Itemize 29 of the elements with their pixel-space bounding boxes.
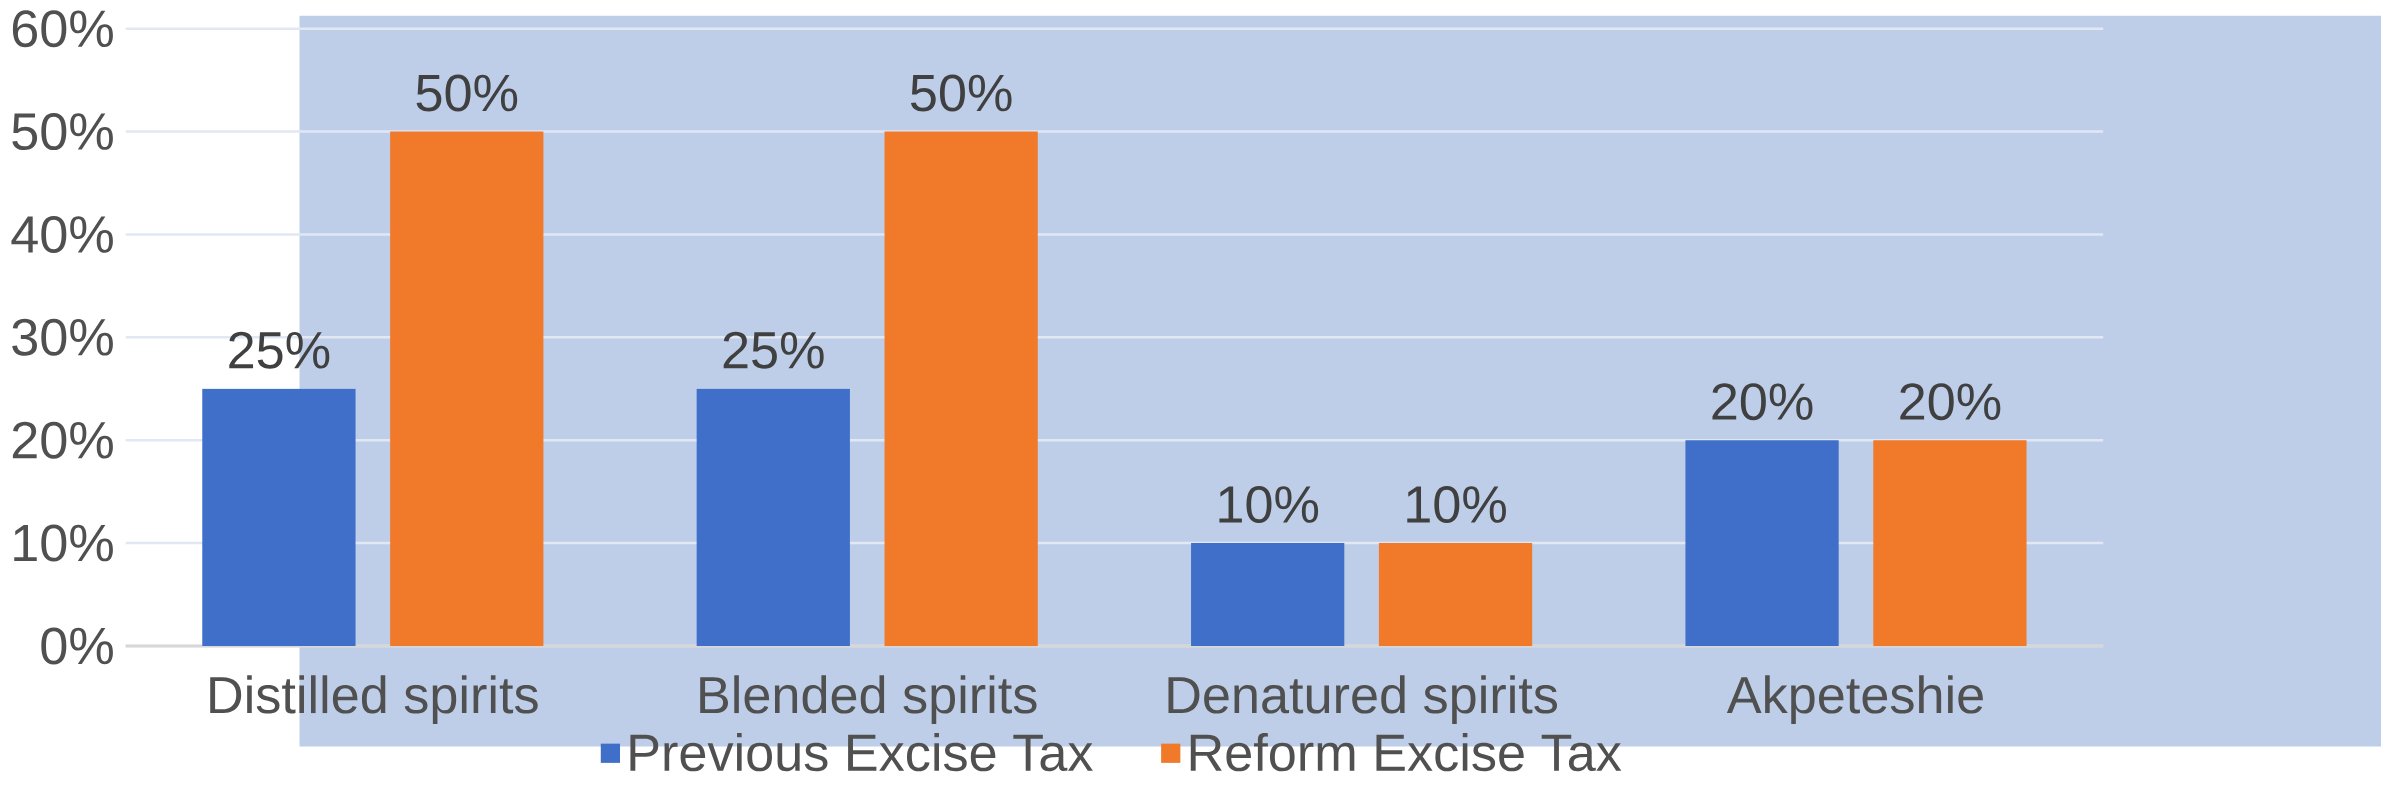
y-tick-label: 50% bbox=[12, 113, 113, 151]
x-tick-label: Denatured spirits bbox=[1168, 675, 1558, 725]
y-tick-label: 30% bbox=[12, 319, 113, 357]
bar bbox=[1685, 440, 1839, 647]
bar bbox=[202, 388, 356, 647]
y-tick-label: 20% bbox=[12, 421, 113, 459]
data-label: 10% bbox=[1219, 486, 1319, 524]
bar bbox=[696, 388, 850, 647]
bar bbox=[1378, 543, 1533, 647]
bar bbox=[1873, 440, 2027, 647]
data-label: 25% bbox=[723, 331, 824, 369]
y-tick-label: 0% bbox=[41, 627, 113, 665]
legend-label: Previous Excise Tax bbox=[630, 733, 1093, 772]
bar bbox=[884, 131, 1038, 647]
y-tick-label: 40% bbox=[11, 216, 113, 254]
x-tick-label: Distilled spirits bbox=[210, 675, 538, 725]
data-label: 50% bbox=[416, 74, 518, 112]
data-label: 20% bbox=[1900, 383, 2001, 421]
bar bbox=[390, 131, 544, 647]
x-tick-label: Akpeteshie bbox=[1726, 675, 1983, 725]
data-label: 25% bbox=[229, 331, 330, 369]
y-tick-label: 10% bbox=[14, 524, 113, 562]
data-label: 50% bbox=[910, 74, 1012, 112]
bar bbox=[1191, 543, 1345, 647]
y-tick-label: 60% bbox=[12, 10, 113, 48]
data-label: 10% bbox=[1407, 486, 1506, 524]
legend-label: Reform Excise Tax bbox=[1190, 733, 1622, 772]
data-label: 20% bbox=[1712, 383, 1813, 421]
x-tick-label: Blended spirits bbox=[700, 675, 1037, 725]
